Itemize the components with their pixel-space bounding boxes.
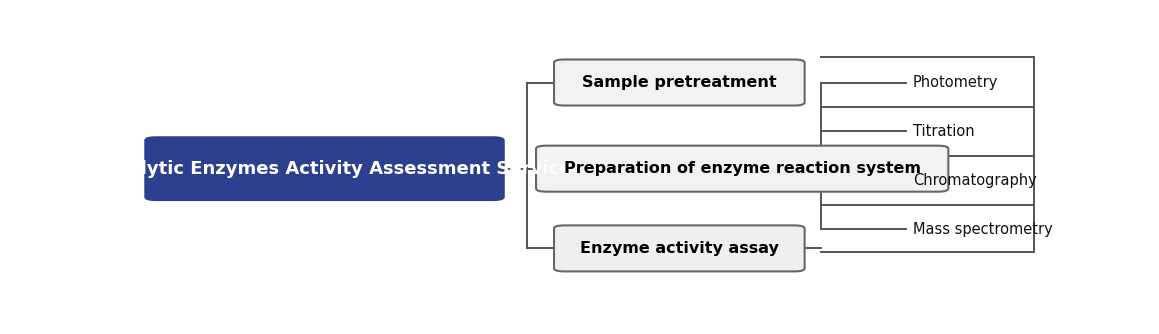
Text: Amylolytic Enzymes Activity Assessment Service: Amylolytic Enzymes Activity Assessment S…	[78, 160, 571, 178]
Text: Mass spectrometry: Mass spectrometry	[913, 221, 1052, 236]
Text: Chromatography: Chromatography	[913, 173, 1036, 188]
FancyBboxPatch shape	[537, 146, 948, 192]
Text: Photometry: Photometry	[913, 75, 998, 90]
Text: Titration: Titration	[913, 124, 975, 139]
Text: Sample pretreatment: Sample pretreatment	[582, 75, 777, 90]
FancyBboxPatch shape	[145, 137, 504, 200]
Text: Enzyme activity assay: Enzyme activity assay	[580, 241, 779, 256]
FancyBboxPatch shape	[554, 59, 804, 106]
Text: Preparation of enzyme reaction system: Preparation of enzyme reaction system	[563, 161, 920, 176]
FancyBboxPatch shape	[554, 225, 804, 272]
